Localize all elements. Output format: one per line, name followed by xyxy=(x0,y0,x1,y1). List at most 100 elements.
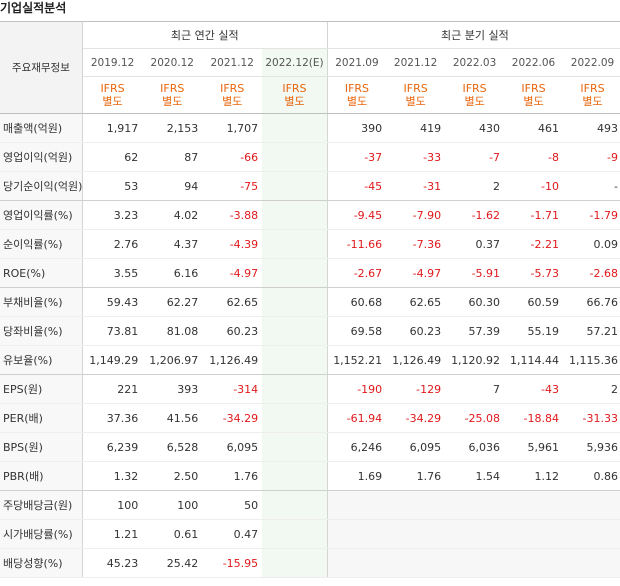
value-cell: 60.59 xyxy=(504,287,563,317)
value-cell: 7 xyxy=(445,374,505,404)
value-cell: 1,126.49 xyxy=(202,345,263,375)
value-cell: 6,036 xyxy=(445,432,505,462)
value-cell: 390 xyxy=(326,113,387,143)
ifrs-basis: 별도 xyxy=(582,95,603,108)
value-cell: 2,153 xyxy=(142,113,203,143)
ifrs-label: IFRS 별도 xyxy=(262,76,328,114)
value-cell xyxy=(262,113,328,143)
value-cell: -75 xyxy=(202,171,263,201)
ifrs-basis: 별도 xyxy=(284,95,305,108)
value-cell: 60.68 xyxy=(326,287,387,317)
value-cell: 393 xyxy=(142,374,203,404)
value-cell xyxy=(562,548,620,578)
value-cell xyxy=(262,200,328,230)
value-cell: 6,095 xyxy=(202,432,263,462)
period-header: 2020.12 xyxy=(142,48,203,77)
row-label: 당기순이익(억원) xyxy=(0,171,83,201)
row-label: 시가배당률(%) xyxy=(0,519,83,549)
value-cell: 461 xyxy=(504,113,563,143)
period-header: 2021.09 xyxy=(326,48,387,77)
value-cell: 0.61 xyxy=(142,519,203,549)
value-cell: -31 xyxy=(386,171,446,201)
value-cell xyxy=(262,461,328,491)
table-row: 영업이익률(%) 3.23 4.02 -3.88 -9.45 -7.90 -1.62 -1.7… xyxy=(0,200,620,230)
value-cell: -9 xyxy=(562,142,620,172)
table-row: 부채비율(%) 59.43 62.27 62.65 60.68 62.65 60.30 60.… xyxy=(0,287,620,317)
financial-table: 주요재무정보 최근 연간 실적 최근 분기 실적 2019.12 2020.12 2… xyxy=(0,21,620,578)
row-label: EPS(원) xyxy=(0,374,83,404)
ifrs-label: IFRS 별도 xyxy=(562,76,620,114)
period-header: 2021.12 xyxy=(386,48,446,77)
value-cell: 50 xyxy=(202,490,263,520)
value-cell: -33 xyxy=(386,142,446,172)
ifrs-basis: 별도 xyxy=(162,95,183,108)
value-cell: 5,961 xyxy=(504,432,563,462)
value-cell: 37.36 xyxy=(82,403,143,433)
ifrs-label: IFRS 별도 xyxy=(386,76,446,114)
value-cell: 60.23 xyxy=(386,316,446,346)
value-cell: 3.55 xyxy=(82,258,143,288)
row-label: PBR(배) xyxy=(0,461,83,491)
ifrs-basis: 별도 xyxy=(222,95,243,108)
row-label: 매출액(억원) xyxy=(0,113,83,143)
value-cell xyxy=(386,490,446,520)
value-cell: 94 xyxy=(142,171,203,201)
value-cell: 1.54 xyxy=(445,461,505,491)
value-cell: 1,149.29 xyxy=(82,345,143,375)
ifrs-label: IFRS 별도 xyxy=(82,76,143,114)
value-cell: 62 xyxy=(82,142,143,172)
value-cell: 41.56 xyxy=(142,403,203,433)
value-cell xyxy=(262,345,328,375)
value-cell: 4.37 xyxy=(142,229,203,259)
value-cell: 4.02 xyxy=(142,200,203,230)
value-cell: 6,246 xyxy=(326,432,387,462)
ifrs-basis: 별도 xyxy=(346,95,368,108)
value-cell: 1,126.49 xyxy=(386,345,446,375)
value-cell: 66.76 xyxy=(562,287,620,317)
ifrs-label: IFRS 별도 xyxy=(504,76,563,114)
value-cell xyxy=(386,548,446,578)
value-cell: 1.76 xyxy=(202,461,263,491)
annual-group-header: 최근 연간 실적 xyxy=(82,21,328,49)
value-cell: -34.29 xyxy=(202,403,263,433)
ifrs-label: IFRS 별도 xyxy=(202,76,263,114)
value-cell: -1.62 xyxy=(445,200,505,230)
value-cell xyxy=(326,490,387,520)
ifrs-standard: IFRS xyxy=(403,82,428,95)
value-cell xyxy=(445,519,505,549)
ifrs-standard: IFRS xyxy=(160,82,185,95)
value-cell: -5.73 xyxy=(504,258,563,288)
value-cell xyxy=(262,171,328,201)
value-cell: 57.39 xyxy=(445,316,505,346)
period-header: 2021.12 xyxy=(202,48,263,77)
value-cell: -1.71 xyxy=(504,200,563,230)
value-cell: -61.94 xyxy=(326,403,387,433)
row-label: 영업이익률(%) xyxy=(0,200,83,230)
table-row: 유보율(%) 1,149.29 1,206.97 1,126.49 1,152.21 1,… xyxy=(0,345,620,375)
value-cell: 1,917 xyxy=(82,113,143,143)
value-cell: -2.68 xyxy=(562,258,620,288)
table-row: EPS(원) 221 393 -314 -190 -129 7 -43 2 xyxy=(0,374,620,404)
value-cell: 493 xyxy=(562,113,620,143)
value-cell: 5,936 xyxy=(562,432,620,462)
row-label: 유보율(%) xyxy=(0,345,83,375)
ifrs-standard: IFRS xyxy=(100,82,125,95)
table-row: 순이익률(%) 2.76 4.37 -4.39 -11.66 -7.36 0.37 -2.21… xyxy=(0,229,620,259)
value-cell: 81.08 xyxy=(142,316,203,346)
value-cell xyxy=(262,519,328,549)
value-cell: -3.88 xyxy=(202,200,263,230)
ifrs-standard: IFRS xyxy=(344,82,370,95)
ifrs-basis: 별도 xyxy=(102,95,123,108)
period-header: 2019.12 xyxy=(82,48,143,77)
value-cell: 1.76 xyxy=(386,461,446,491)
value-cell: 430 xyxy=(445,113,505,143)
ifrs-standard: IFRS xyxy=(282,82,307,95)
value-cell: -2.67 xyxy=(326,258,387,288)
ifrs-basis: 별도 xyxy=(405,95,426,108)
ifrs-standard: IFRS xyxy=(580,82,605,95)
value-cell: -4.39 xyxy=(202,229,263,259)
value-cell: 6,528 xyxy=(142,432,203,462)
value-cell: 62.27 xyxy=(142,287,203,317)
value-cell: 419 xyxy=(386,113,446,143)
value-cell: 73.81 xyxy=(82,316,143,346)
